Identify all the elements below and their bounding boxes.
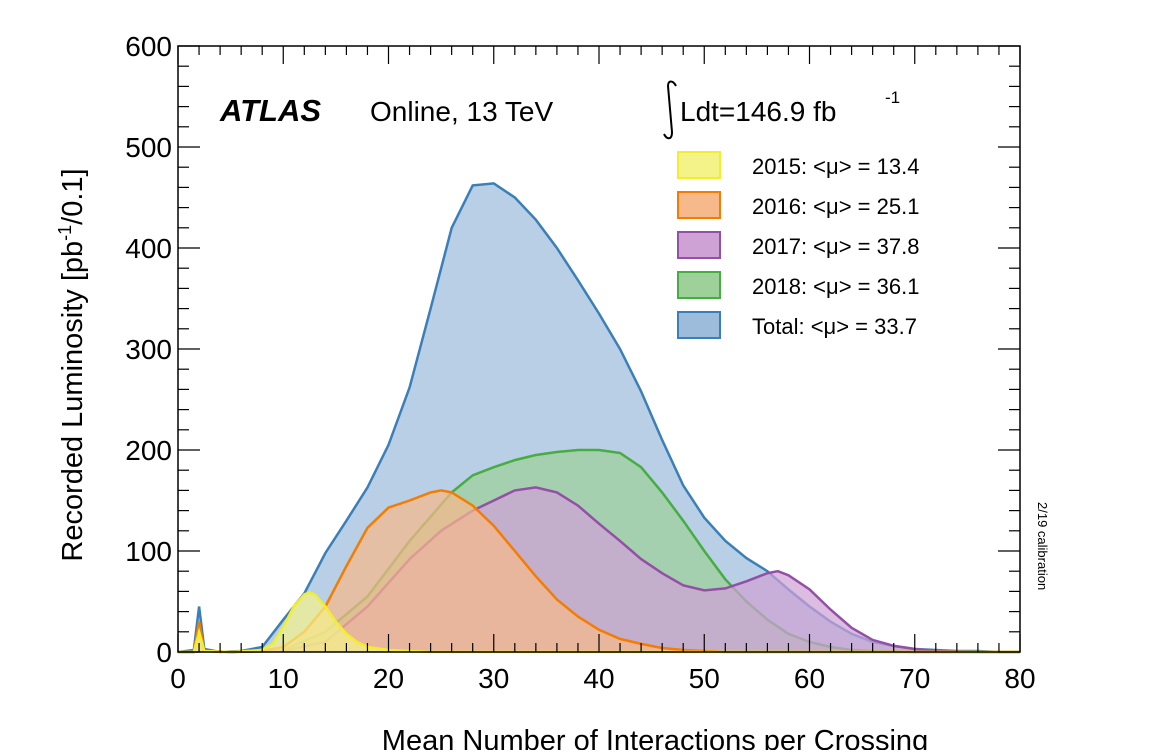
y-tick-label: 100 <box>125 536 172 567</box>
legend-swatch-2015 <box>677 151 721 179</box>
legend-swatch-total <box>677 311 721 339</box>
y-tick-label: 200 <box>125 435 172 466</box>
y-axis-label-tail: /0.1] <box>57 168 89 224</box>
y-axis-label-main: Recorded Luminosity [pb <box>57 241 89 562</box>
y-tick-label: 300 <box>125 334 172 365</box>
x-tick-label: 80 <box>1004 663 1035 694</box>
plot-series <box>177 182 1020 654</box>
luminosity-unit-exponent: -1 <box>885 88 900 107</box>
x-axis-ticks: 0 10 20 30 40 50 60 70 80 <box>170 46 1036 694</box>
x-tick-label: 10 <box>268 663 299 694</box>
y-axis-ticks: 0 100 200 300 400 500 600 <box>125 31 1020 668</box>
legend-label-2016: 2016: <μ> = 25.1 <box>752 194 919 219</box>
series-area-2016 <box>178 490 1020 652</box>
luminosity-label: Ldt=146.9 fb <box>680 96 836 127</box>
y-tick-label: 0 <box>156 637 172 668</box>
legend: 2015: <μ> = 13.4 2016: <μ> = 25.1 2017: <μ… <box>677 151 919 339</box>
x-tick-label: 20 <box>373 663 404 694</box>
y-tick-label: 600 <box>125 31 172 62</box>
y-tick-label: 400 <box>125 233 172 264</box>
legend-swatch-2016 <box>677 191 721 219</box>
legend-label-2018: 2018: <μ> = 36.1 <box>752 274 919 299</box>
calibration-note: 2/19 calibration <box>1035 502 1050 590</box>
x-tick-label: 0 <box>170 663 186 694</box>
legend-label-2015: 2015: <μ> = 13.4 <box>752 154 919 179</box>
x-tick-label: 40 <box>583 663 614 694</box>
legend-label-2017: 2017: <μ> = 37.8 <box>752 234 919 259</box>
x-tick-label: 30 <box>478 663 509 694</box>
x-tick-label: 50 <box>689 663 720 694</box>
x-tick-label: 70 <box>899 663 930 694</box>
x-axis-label: Mean Number of Interactions per Crossing <box>382 725 928 750</box>
legend-swatch-2018 <box>677 271 721 299</box>
y-tick-label: 500 <box>125 132 172 163</box>
x-tick-label: 60 <box>794 663 825 694</box>
legend-swatch-2017 <box>677 231 721 259</box>
experiment-label: ATLAS <box>219 93 321 128</box>
chart-subtitle: Online, 13 TeV <box>370 96 553 127</box>
integral-sign <box>663 80 677 140</box>
legend-label-total: Total: <μ> = 33.7 <box>752 314 917 339</box>
y-axis-label-exponent: -1 <box>55 225 75 241</box>
y-axis-label: Recorded Luminosity [pb-1/0.1] <box>55 168 89 561</box>
